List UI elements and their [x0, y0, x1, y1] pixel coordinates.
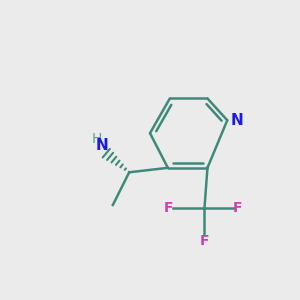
Text: F: F — [233, 201, 242, 215]
Text: F: F — [200, 234, 209, 248]
Text: H: H — [92, 132, 102, 146]
Text: N: N — [96, 138, 109, 153]
Text: F: F — [164, 201, 173, 215]
Text: N: N — [231, 113, 244, 128]
